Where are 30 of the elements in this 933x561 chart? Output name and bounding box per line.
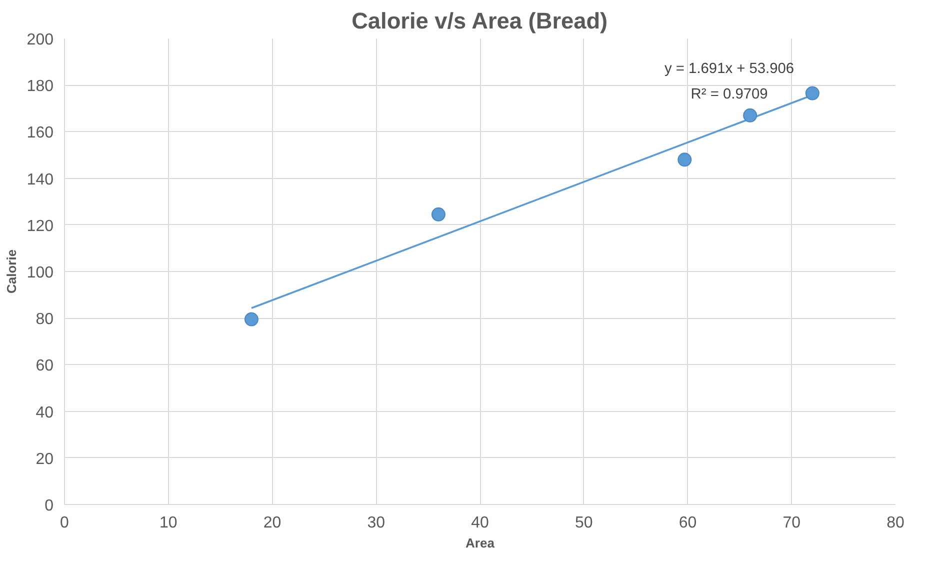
y-tick-label: 140 bbox=[26, 171, 54, 188]
y-tick-label: 120 bbox=[26, 218, 54, 235]
point bbox=[431, 207, 446, 222]
x-tick-label: 0 bbox=[60, 514, 70, 532]
x-tick-label: 60 bbox=[678, 514, 697, 532]
y-tick-label: 80 bbox=[36, 311, 54, 328]
y-tick-label: 60 bbox=[36, 358, 54, 375]
y-tick-label: 180 bbox=[26, 78, 54, 96]
x-tick-label: 80 bbox=[886, 514, 904, 532]
x-axis-title: Area bbox=[466, 536, 496, 550]
y-tick-label: 200 bbox=[26, 32, 54, 48]
x-tick-label: 70 bbox=[782, 514, 801, 532]
chart-title: Calorie v/s Area (Bread) bbox=[352, 8, 608, 34]
annotation: R² = 0.9709 bbox=[690, 86, 768, 102]
annotation: y = 1.691x + 53.906 bbox=[664, 60, 794, 77]
x-tick-label: 20 bbox=[263, 514, 282, 532]
y-tick-label: 0 bbox=[44, 498, 54, 514]
point bbox=[678, 152, 692, 167]
y-tick-label: 100 bbox=[26, 264, 54, 282]
y-tick-label: 20 bbox=[36, 450, 54, 468]
x-tick-label: 30 bbox=[367, 514, 386, 532]
x-tick-label: 40 bbox=[471, 514, 489, 532]
y-axis-title: Calorie bbox=[4, 249, 19, 294]
point bbox=[743, 108, 758, 122]
x-tick-label: 10 bbox=[159, 514, 178, 532]
y-tick-label: 160 bbox=[26, 124, 54, 142]
y-tick-label: 40 bbox=[36, 404, 54, 422]
x-tick-label: 50 bbox=[574, 514, 593, 532]
point bbox=[805, 86, 820, 100]
point bbox=[244, 312, 258, 326]
